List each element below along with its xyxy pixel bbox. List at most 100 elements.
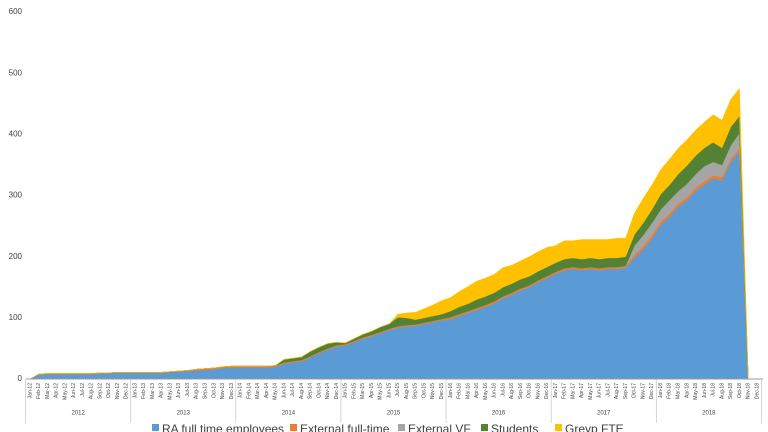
x-tick-label: Jun-16 xyxy=(492,383,498,399)
x-tick-label: Oct-16 xyxy=(527,383,533,398)
x-tick-label: Jul-17 xyxy=(605,383,611,397)
x-tick-label: May-15 xyxy=(378,383,384,400)
x-tick-label: Oct-18 xyxy=(737,383,743,398)
x-tick-label: Oct-15 xyxy=(421,383,427,398)
x-tick-label: Apr-13 xyxy=(159,383,165,398)
x-tick-label: Aug-16 xyxy=(509,383,515,399)
x-tick-label: Sep-16 xyxy=(518,383,524,399)
legend-swatch xyxy=(555,424,562,431)
x-tick-label: Jul-15 xyxy=(395,383,401,397)
legend-swatch xyxy=(290,424,297,431)
x-tick-label: Mar-15 xyxy=(360,383,366,399)
x-tick-label: Jul-13 xyxy=(185,383,191,397)
x-tick-label: Feb-18 xyxy=(667,383,673,399)
x-tick-label: Aug-12 xyxy=(89,383,95,399)
x-tick-label: Jan-12 xyxy=(27,383,33,399)
x-tick-label: Jun-13 xyxy=(176,383,182,399)
x-tick-label: Dec-14 xyxy=(334,383,340,399)
x-tick-label: Feb-16 xyxy=(457,383,463,399)
x-tick-label: Sep-14 xyxy=(308,383,314,399)
x-tick-label: Apr-15 xyxy=(369,383,375,398)
x-tick-label: Oct-17 xyxy=(632,383,638,398)
x-tick-label: Sep-18 xyxy=(728,383,734,399)
x-tick-label: May-12 xyxy=(62,383,68,400)
x-tick-label: Jan-16 xyxy=(448,383,454,399)
year-label: 2012 xyxy=(71,411,85,417)
y-tick-label: 400 xyxy=(9,129,23,138)
legend-label: RA full time employees xyxy=(162,422,284,432)
year-label: 2017 xyxy=(597,411,611,417)
y-tick-label: 500 xyxy=(9,68,23,77)
x-tick-label: Mar-17 xyxy=(570,383,576,399)
x-tick-label: Dec-15 xyxy=(439,383,445,399)
legend-label: External VF xyxy=(408,422,471,432)
x-tick-label: May-18 xyxy=(693,383,699,400)
y-tick-label: 200 xyxy=(9,252,23,261)
x-tick-label: Feb-15 xyxy=(351,383,357,399)
x-tick-label: Jan-15 xyxy=(343,383,349,399)
x-tick-label: Jul-12 xyxy=(80,383,86,397)
y-tick-label: 300 xyxy=(9,191,23,200)
x-tick-label: Sep-12 xyxy=(97,383,103,399)
x-tick-label: Aug-13 xyxy=(194,383,200,399)
x-tick-label: May-17 xyxy=(588,383,594,400)
x-tick-label: Nov-18 xyxy=(746,383,752,399)
x-tick-label: Jun-17 xyxy=(597,383,603,399)
x-tick-label: Aug-15 xyxy=(404,383,410,399)
x-tick-label: Dec-12 xyxy=(124,383,130,399)
x-tick-label: Sep-13 xyxy=(203,383,209,399)
x-tick-label: Feb-13 xyxy=(141,383,147,399)
x-tick-label: Jun-14 xyxy=(281,383,287,399)
y-tick-label: 100 xyxy=(9,313,23,322)
x-tick-label: Mar-13 xyxy=(150,383,156,399)
legend-label: External full-time xyxy=(300,422,390,432)
x-tick-label: Apr-12 xyxy=(54,383,60,398)
legend-label: Students xyxy=(491,422,538,432)
x-tick-label: Jul-14 xyxy=(290,383,296,397)
x-tick-label: Oct-13 xyxy=(211,383,217,398)
x-tick-label: Apr-16 xyxy=(474,383,480,398)
x-tick-label: Jun-15 xyxy=(386,383,392,399)
year-label: 2015 xyxy=(387,411,401,417)
legend-swatch xyxy=(481,424,488,431)
area xyxy=(29,150,757,380)
x-tick-label: Nov-13 xyxy=(220,383,226,399)
x-tick-label: Feb-14 xyxy=(246,383,252,399)
x-tick-label: Jan-14 xyxy=(238,383,244,399)
x-tick-label: Nov-17 xyxy=(640,383,646,399)
x-tick-label: Mar-18 xyxy=(675,383,681,399)
x-tick-label: Nov-15 xyxy=(430,383,436,399)
x-tick-label: Sep-17 xyxy=(623,383,629,399)
x-tick-label: Nov-14 xyxy=(325,383,331,399)
x-tick-label: Aug-17 xyxy=(614,383,620,399)
year-label: 2014 xyxy=(282,411,296,417)
x-tick-label: Dec-17 xyxy=(649,383,655,399)
x-tick-label: Jan-18 xyxy=(658,383,664,399)
x-tick-label: Oct-12 xyxy=(106,383,112,398)
x-tick-label: Aug-18 xyxy=(719,383,725,399)
x-tick-label: Mar-12 xyxy=(45,383,51,399)
x-tick-label: Mar-16 xyxy=(465,383,471,399)
x-tick-label: Jul-18 xyxy=(711,383,717,397)
x-tick-label: Feb-17 xyxy=(562,383,568,399)
x-tick-label: Apr-17 xyxy=(579,383,585,398)
x-tick-label: Apr-14 xyxy=(264,383,270,398)
legend-swatch xyxy=(398,424,405,431)
x-tick-label: Dec-13 xyxy=(229,383,235,399)
x-tick-label: Nov-16 xyxy=(535,383,541,399)
x-tick-label: Dec-16 xyxy=(544,383,550,399)
x-tick-label: Jan-17 xyxy=(553,383,559,399)
legend-swatch xyxy=(152,424,159,431)
x-tick-label: Mar-14 xyxy=(255,383,261,399)
year-label: 2013 xyxy=(177,411,191,417)
x-tick-label: Jun-12 xyxy=(71,383,77,399)
x-tick-label: Sep-15 xyxy=(413,383,419,399)
legend-label: Greyp FTE xyxy=(565,422,624,432)
x-tick-label: Jul-16 xyxy=(500,383,506,397)
x-tick-label: May-16 xyxy=(483,383,489,400)
year-label: 2016 xyxy=(492,411,506,417)
x-tick-label: Feb-12 xyxy=(36,383,42,399)
x-tick-label: Dec-18 xyxy=(754,383,760,399)
x-tick-label: Oct-14 xyxy=(316,383,322,398)
